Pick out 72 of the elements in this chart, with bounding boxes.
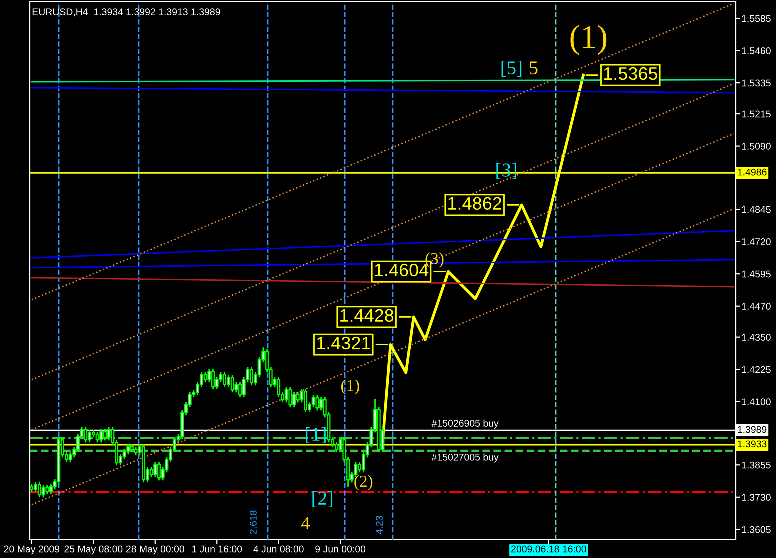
- x-tick-label: 2009.06.18 16:00: [512, 546, 586, 553]
- y-tick-label: 1.5090: [742, 143, 771, 150]
- candlestick: [42, 484, 46, 498]
- x-tick-label: 9 Jun 00:00: [316, 546, 366, 553]
- y-tick-label: 1.4225: [742, 366, 771, 374]
- candlestick: [84, 426, 88, 444]
- candlestick: [50, 484, 53, 496]
- y-tick-label: 1.5585: [742, 15, 771, 22]
- annotation: #15027005 buy: [432, 454, 499, 463]
- candlestick: [312, 394, 316, 408]
- y-tick-label: 1.4720: [742, 238, 771, 246]
- candlestick: [226, 374, 230, 388]
- y-tick-label: 1.5460: [742, 48, 771, 54]
- x-tick-label: 28 May 00:00: [126, 546, 184, 555]
- y-tick-label: 1.4470: [742, 303, 771, 310]
- ref-line-label: 1.4986: [738, 168, 767, 176]
- candlestick: [288, 386, 292, 408]
- candlestick: [154, 462, 158, 478]
- candlestick: [212, 368, 215, 390]
- y-tick-label: 1.4350: [742, 334, 771, 341]
- data-label: 1.5365: [604, 67, 658, 80]
- candlestick: [320, 396, 323, 412]
- x-tick-label: 4 Jun 08:00: [254, 546, 304, 553]
- candlestick: [38, 482, 42, 498]
- candlestick: [316, 394, 320, 412]
- data-label: 1.4862: [448, 197, 502, 210]
- y-tick-label: 1.5215: [742, 110, 771, 118]
- candlestick: [104, 428, 107, 442]
- y-tick-label: 1.3855: [742, 462, 771, 469]
- x-tick-label: 25 May 08:00: [64, 546, 123, 555]
- annotation: #15026905 buy: [432, 420, 499, 429]
- candlestick: [296, 392, 300, 404]
- candlestick: [223, 372, 227, 388]
- candlestick: [208, 368, 212, 384]
- candlestick: [46, 484, 50, 496]
- y-tick-label: 1.3730: [742, 494, 771, 502]
- candlestick: [250, 366, 254, 386]
- candlestick: [334, 442, 338, 454]
- annotation: 4.23: [376, 516, 383, 534]
- annotation: (1): [570, 25, 607, 56]
- annotation: [2]: [312, 491, 332, 508]
- candlestick: [126, 444, 130, 456]
- ref-line-label: 1.3989: [738, 426, 767, 434]
- candlestick: [68, 452, 72, 464]
- y-tick-label: 1.4100: [742, 398, 771, 406]
- candlestick: [204, 372, 208, 384]
- y-tick-label: 1.3605: [742, 526, 771, 534]
- annotation: (1): [341, 380, 360, 395]
- annotation: 2.618: [250, 510, 257, 534]
- candlestick: [158, 462, 161, 482]
- candlestick: [230, 374, 234, 394]
- annotation: [5]: [502, 60, 522, 78]
- data-label: 1.4321: [317, 336, 370, 350]
- candlestick: [292, 392, 296, 408]
- candlestick: [150, 466, 154, 478]
- text: EURUSD,H4 1.3934 1.3992 1.3913 1.3989: [32, 8, 220, 17]
- candlestick: [34, 482, 38, 494]
- ref-line-label: 1.3933: [738, 440, 767, 448]
- annotation: 5: [530, 62, 538, 75]
- candlestick: [284, 386, 288, 404]
- y-tick-label: 1.4845: [742, 206, 771, 214]
- y-tick-label: 1.4595: [742, 270, 771, 278]
- candlestick: [304, 388, 308, 414]
- x-tick-label: 1 Jun 16:00: [192, 546, 242, 553]
- x-tick-label: 20 May 2009: [4, 546, 60, 555]
- y-tick-label: 1.5335: [742, 80, 771, 87]
- annotation: (2): [354, 475, 373, 491]
- candlestick: [238, 382, 242, 398]
- candlestick: [234, 382, 238, 394]
- candlestick: [277, 376, 281, 398]
- data-label: 1.4428: [340, 309, 394, 322]
- annotation: 4: [302, 517, 310, 530]
